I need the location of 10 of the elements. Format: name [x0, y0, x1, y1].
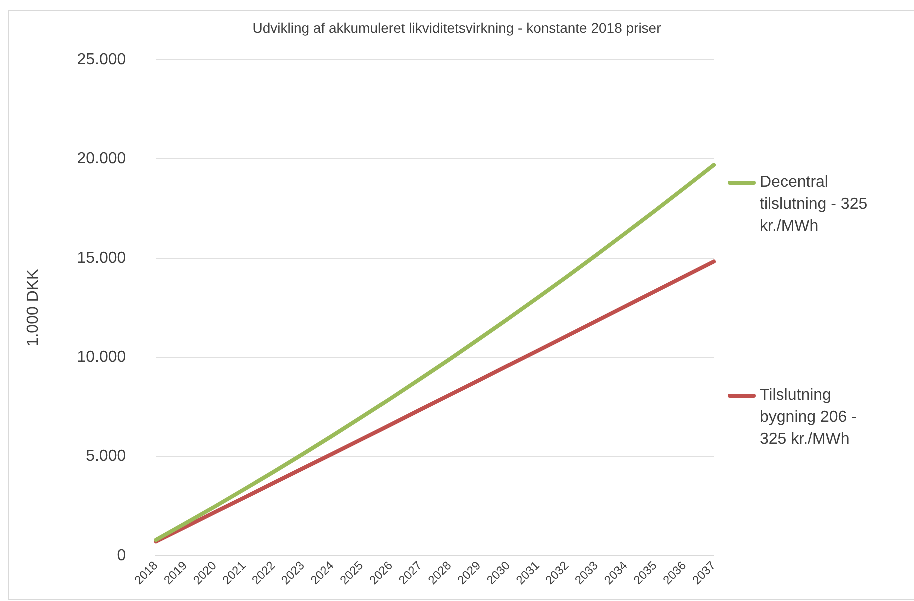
y-tick-label: 25.000 — [77, 51, 126, 68]
y-axis-title: 1.000 DKK — [25, 268, 42, 347]
y-tick-label: 5.000 — [86, 448, 126, 466]
y-tick-label: 10.000 — [77, 348, 126, 366]
legend-label: Decentral tilslutning - 325 kr./MWh — [760, 173, 869, 237]
legend-label: Tilslutning bygning 206 - 325 kr./MWh — [760, 386, 858, 450]
y-tick-label: 0 — [117, 547, 126, 564]
y-tick-label: 15.000 — [77, 250, 126, 267]
y-tick-label: 20.000 — [77, 150, 126, 168]
chart-title: Udvikling af akkumuleret likviditetsvirkning - konstante 2018 priser — [252, 20, 662, 36]
